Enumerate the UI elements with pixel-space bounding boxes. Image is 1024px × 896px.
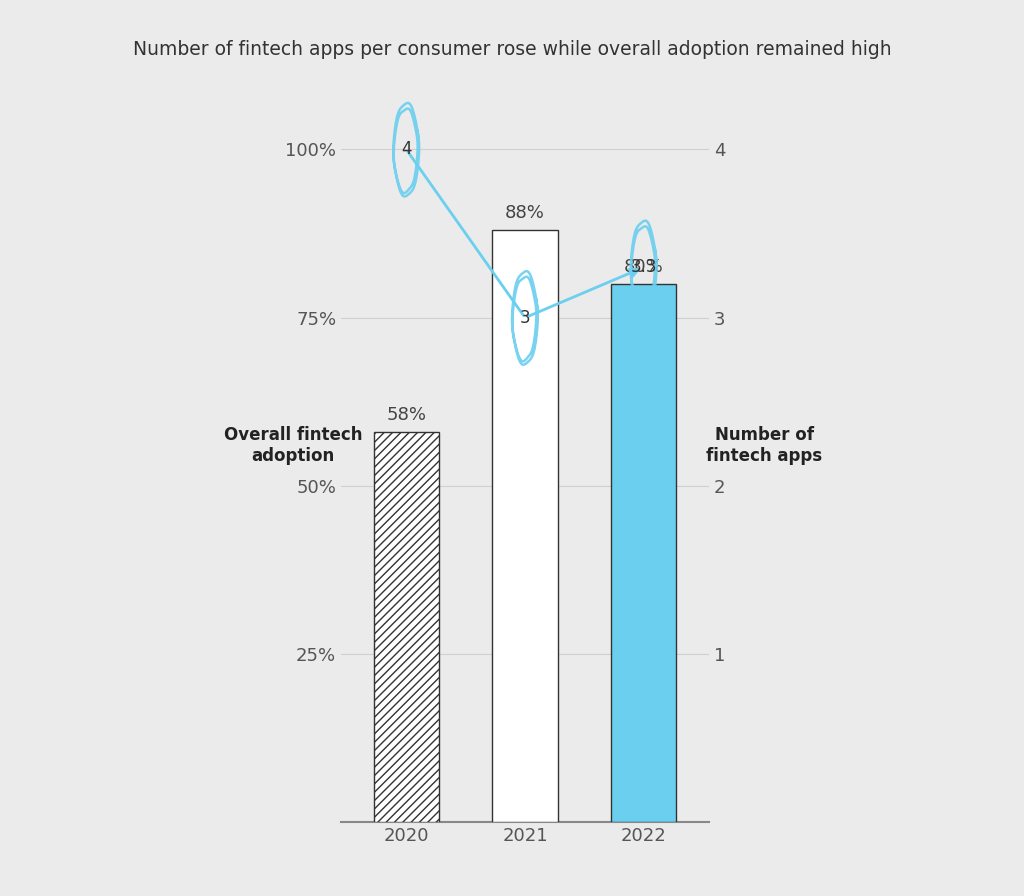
Text: 88%: 88% — [505, 204, 545, 222]
Text: 80%: 80% — [624, 258, 664, 276]
Text: Overall fintech
adoption: Overall fintech adoption — [224, 426, 362, 465]
Text: Number of
fintech apps: Number of fintech apps — [707, 426, 822, 465]
Bar — [611, 284, 677, 823]
Text: 58%: 58% — [386, 406, 426, 424]
Bar — [374, 432, 439, 823]
Text: Number of fintech apps per consumer rose while overall adoption remained high: Number of fintech apps per consumer rose… — [133, 40, 891, 59]
Text: 4: 4 — [401, 141, 412, 159]
Text: 3.3: 3.3 — [631, 258, 657, 276]
Bar — [493, 230, 558, 823]
Text: 3: 3 — [520, 309, 530, 327]
